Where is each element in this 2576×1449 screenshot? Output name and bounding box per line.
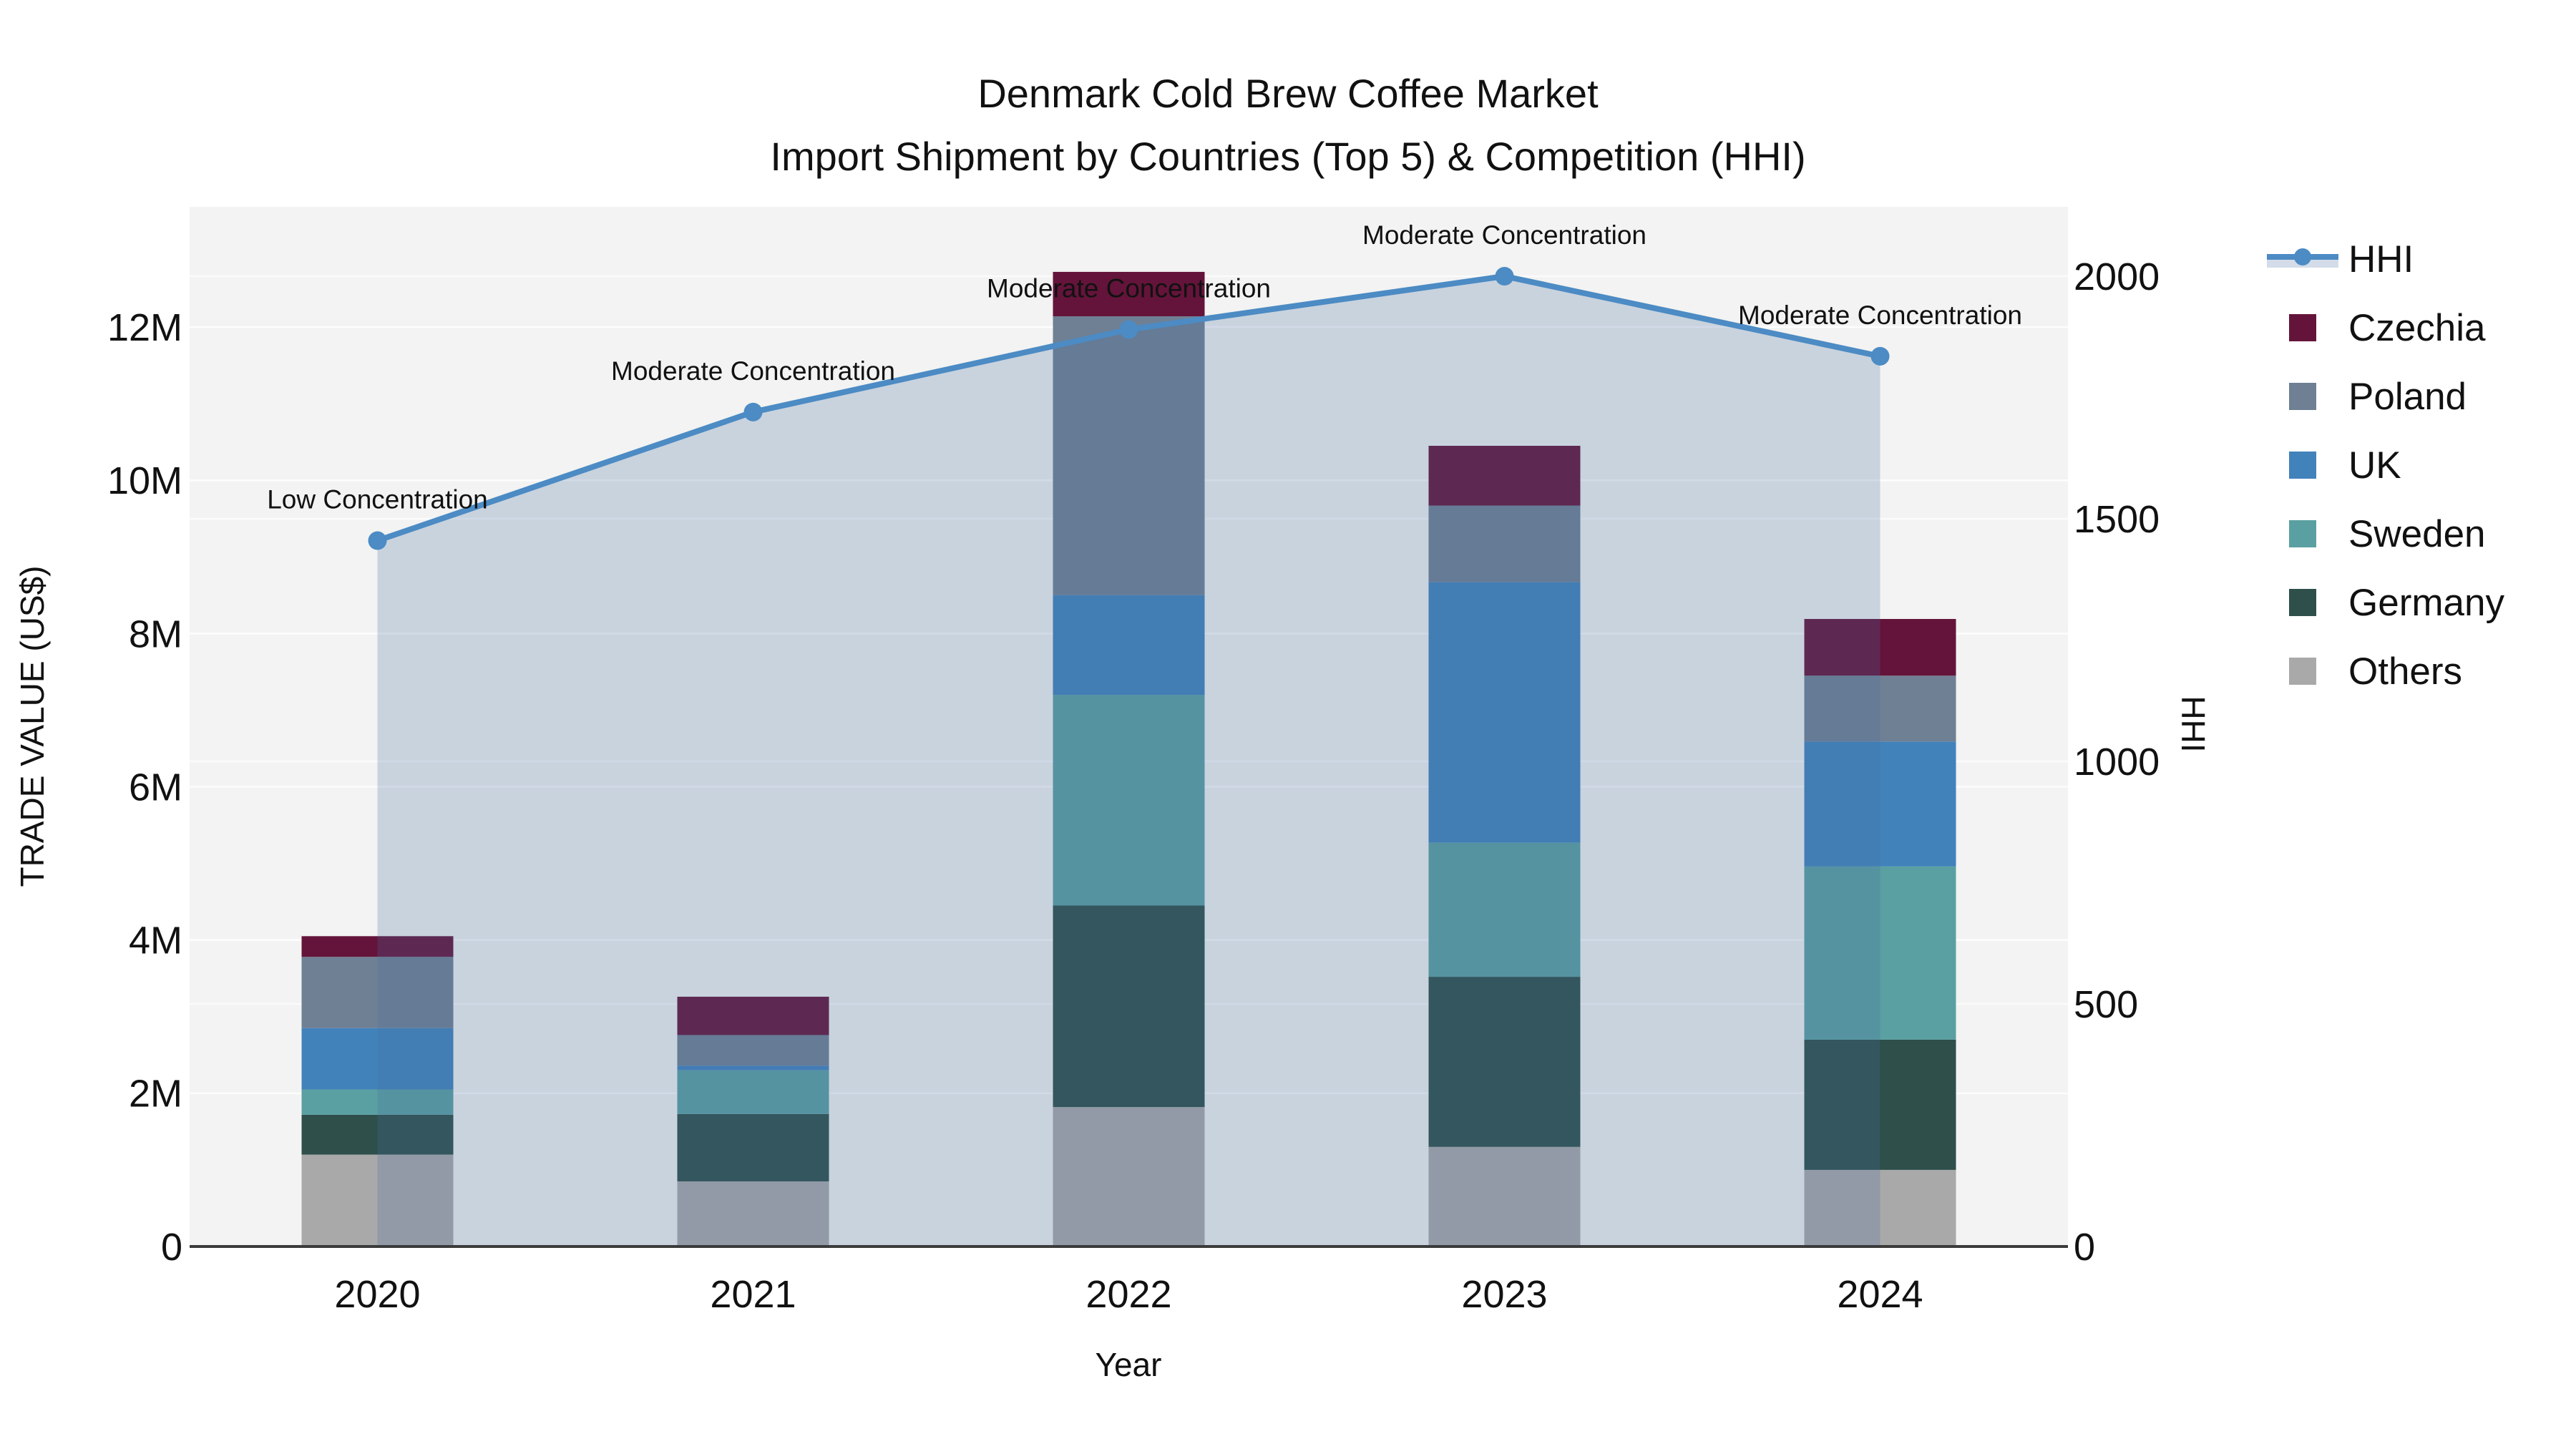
bar-segment-germany-2023[interactable] [1428, 977, 1581, 1147]
legend-label: Czechia [2348, 306, 2486, 349]
x-tick-2023: 2023 [1461, 1273, 1547, 1316]
x-tick-2021: 2021 [710, 1273, 796, 1316]
legend-swatch-others [2267, 658, 2338, 685]
annotation-2020: Low Concentration [267, 485, 488, 514]
y-left-tick-0: 0 [161, 1226, 182, 1269]
legend-swatch-uk [2267, 452, 2338, 479]
annotation-2021: Moderate Concentration [611, 356, 895, 386]
bar-segment-others-2023[interactable] [1428, 1146, 1581, 1246]
y-right-tick-1500: 1500 [2074, 498, 2160, 541]
bar-segment-others-2021[interactable] [677, 1181, 829, 1246]
bar-segment-poland-2022[interactable] [1053, 316, 1205, 595]
y-left-tick-12M: 12M [107, 306, 182, 349]
bar-segment-sweden-2024[interactable] [1804, 866, 1956, 1040]
bar-segment-poland-2023[interactable] [1428, 505, 1581, 582]
bar-segment-poland-2021[interactable] [677, 1035, 829, 1066]
legend-label: UK [2348, 444, 2401, 487]
y-right-tick-500: 500 [2074, 983, 2138, 1026]
x-tick-2024: 2024 [1837, 1273, 1923, 1316]
bar-segment-germany-2020[interactable] [301, 1114, 454, 1155]
hhi-line-icon [2267, 243, 2338, 275]
annotation-2023: Moderate Concentration [1362, 220, 1646, 250]
legend-swatch-poland [2267, 383, 2338, 410]
right-axis-title: HHI [2175, 696, 2212, 753]
legend-item-hhi[interactable]: HHI [2267, 225, 2504, 293]
legend-item-germany[interactable]: Germany [2267, 568, 2504, 637]
annotation-2024: Moderate Concentration [1738, 301, 2022, 330]
y-left-tick-10M: 10M [107, 459, 182, 502]
legend: HHI Czechia Poland UK Sweden Germany Others [2267, 225, 2504, 706]
legend-label: Others [2348, 650, 2463, 693]
chart-title: Denmark Cold Brew Coffee Market [977, 71, 1599, 116]
hhi-marker-2023[interactable] [1495, 267, 1514, 286]
bar-segment-others-2022[interactable] [1053, 1107, 1205, 1246]
bar-segment-uk-2022[interactable] [1053, 595, 1205, 696]
bar-segment-poland-2020[interactable] [301, 957, 454, 1028]
hhi-marker-2022[interactable] [1119, 320, 1138, 339]
y-right-tick-2000: 2000 [2074, 255, 2160, 298]
legend-label: HHI [2348, 238, 2414, 280]
bar-segment-germany-2024[interactable] [1804, 1039, 1956, 1170]
bar-segment-germany-2022[interactable] [1053, 905, 1205, 1108]
bar-segment-uk-2020[interactable] [301, 1028, 454, 1090]
y-left-tick-2M: 2M [129, 1073, 182, 1116]
bar-segment-czechia-2024[interactable] [1804, 619, 1956, 676]
y-left-tick-4M: 4M [129, 919, 182, 962]
legend-item-czechia[interactable]: Czechia [2267, 293, 2504, 362]
legend-item-uk[interactable]: UK [2267, 431, 2504, 499]
bar-segment-sweden-2022[interactable] [1053, 695, 1205, 906]
hhi-marker-2021[interactable] [743, 402, 763, 421]
y-left-tick-8M: 8M [129, 613, 182, 655]
x-axis-title: Year [1095, 1346, 1162, 1383]
hhi-area-fill [377, 276, 1880, 1246]
legend-item-poland[interactable]: Poland [2267, 362, 2504, 431]
bar-segment-sweden-2023[interactable] [1428, 842, 1581, 977]
annotation-2022: Moderate Concentration [987, 274, 1271, 303]
bar-segment-sweden-2021[interactable] [677, 1070, 829, 1114]
bar-segment-uk-2023[interactable] [1428, 582, 1581, 843]
chart-subtitle: Import Shipment by Countries (Top 5) & C… [770, 134, 1806, 179]
bar-segment-uk-2024[interactable] [1804, 741, 1956, 867]
bar-segment-germany-2021[interactable] [677, 1113, 829, 1181]
legend-swatch-czechia [2267, 314, 2338, 341]
bar-segment-poland-2024[interactable] [1804, 675, 1956, 742]
bar-segment-czechia-2020[interactable] [301, 936, 454, 957]
hhi-marker-2024[interactable] [1870, 346, 1890, 366]
y-right-tick-0: 0 [2074, 1226, 2095, 1269]
y-left-tick-6M: 6M [129, 766, 182, 809]
bar-segment-others-2020[interactable] [301, 1154, 454, 1246]
legend-swatch-sweden [2267, 520, 2338, 547]
x-tick-2022: 2022 [1085, 1273, 1171, 1316]
bar-segment-czechia-2022[interactable] [1053, 271, 1205, 317]
left-axis-title: TRADE VALUE (US$) [14, 565, 51, 887]
bar-segment-czechia-2021[interactable] [677, 996, 829, 1035]
x-tick-2020: 2020 [334, 1273, 420, 1316]
legend-item-sweden[interactable]: Sweden [2267, 499, 2504, 568]
bar-segment-sweden-2020[interactable] [301, 1089, 454, 1115]
legend-item-others[interactable]: Others [2267, 637, 2504, 706]
legend-swatch-germany [2267, 589, 2338, 616]
bar-segment-czechia-2023[interactable] [1428, 446, 1581, 506]
legend-label: Sweden [2348, 512, 2486, 555]
bar-segment-others-2024[interactable] [1804, 1169, 1956, 1246]
bar-segment-uk-2021[interactable] [677, 1065, 829, 1070]
legend-label: Germany [2348, 581, 2504, 624]
hhi-marker-2020[interactable] [368, 531, 387, 550]
legend-label: Poland [2348, 375, 2467, 418]
y-right-tick-1000: 1000 [2074, 741, 2160, 784]
